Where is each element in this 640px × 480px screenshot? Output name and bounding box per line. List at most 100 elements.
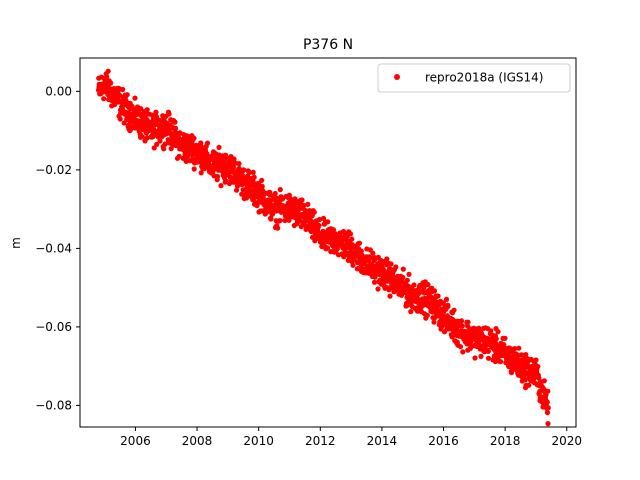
data-point <box>485 348 491 354</box>
data-point <box>400 266 406 272</box>
data-point <box>370 250 376 256</box>
data-point <box>104 74 110 80</box>
x-tick-label: 2010 <box>243 434 274 448</box>
data-point <box>250 178 256 184</box>
data-point <box>545 421 551 427</box>
data-point <box>388 261 394 267</box>
data-point <box>465 319 471 325</box>
y-tick-label: −0.08 <box>35 398 72 412</box>
data-point <box>138 106 144 112</box>
data-point <box>101 96 107 102</box>
data-point <box>272 190 278 197</box>
data-point <box>259 177 265 183</box>
data-point <box>286 217 292 223</box>
data-point <box>445 303 451 309</box>
data-point <box>168 146 174 152</box>
data-point <box>375 286 381 292</box>
y-tick-label: 0.00 <box>45 84 72 98</box>
data-point <box>404 277 410 283</box>
data-point <box>218 183 224 189</box>
data-point <box>545 388 551 394</box>
data-point <box>120 86 126 93</box>
legend-marker <box>394 74 400 80</box>
x-tick-label: 2014 <box>367 434 398 448</box>
data-point <box>347 231 354 237</box>
data-point <box>440 322 446 328</box>
data-point <box>356 240 363 246</box>
x-tick-label: 2016 <box>428 434 459 448</box>
data-point <box>431 319 437 325</box>
data-point <box>198 170 204 176</box>
data-point <box>172 119 178 125</box>
legend-label: repro2018a (IGS14) <box>425 71 543 85</box>
x-axis: 2006 2008 2010 2012 2014 2016 2018 2020 <box>120 427 582 448</box>
plot-frame <box>79 57 577 428</box>
data-point <box>250 169 256 175</box>
data-point <box>108 80 114 86</box>
data-point <box>425 282 431 288</box>
data-point <box>241 167 247 173</box>
data-point <box>325 219 331 225</box>
data-point <box>330 227 337 233</box>
data-point <box>522 377 528 383</box>
data-point <box>424 312 430 318</box>
y-tick-label: −0.04 <box>35 241 72 255</box>
data-point <box>350 262 356 268</box>
y-axis-label: m <box>9 237 23 249</box>
data-point <box>176 153 182 159</box>
data-point <box>460 349 466 355</box>
data-point <box>478 353 484 359</box>
data-point <box>305 201 311 207</box>
data-point <box>488 328 494 334</box>
data-point <box>161 146 167 152</box>
data-point <box>451 307 457 313</box>
data-point <box>300 202 307 208</box>
data-point <box>358 248 364 254</box>
data-point <box>105 68 111 74</box>
data-points <box>95 68 551 427</box>
data-point <box>411 282 417 288</box>
data-point <box>139 134 145 140</box>
data-point <box>275 225 281 231</box>
data-point <box>172 125 179 131</box>
data-point <box>191 135 197 141</box>
data-point <box>526 382 532 388</box>
data-point <box>371 279 378 285</box>
data-point <box>523 352 529 358</box>
data-point <box>216 144 222 150</box>
y-axis: 0.00 −0.02 −0.04 −0.06 −0.08 <box>35 84 80 412</box>
data-point <box>236 161 242 167</box>
data-point <box>544 410 551 416</box>
data-point <box>144 135 150 141</box>
data-point <box>153 109 159 115</box>
data-point <box>214 173 221 180</box>
data-point <box>277 187 283 193</box>
legend-box <box>377 63 571 93</box>
data-point <box>154 141 160 147</box>
data-point <box>387 293 393 299</box>
data-point <box>144 107 150 113</box>
data-point <box>435 293 441 299</box>
data-point <box>223 155 229 162</box>
data-point <box>231 156 237 162</box>
data-point <box>384 256 390 262</box>
data-point <box>485 355 492 361</box>
data-point <box>541 378 547 384</box>
x-tick-label: 2006 <box>120 434 151 448</box>
x-tick-label: 2018 <box>490 434 521 448</box>
x-tick-label: 2008 <box>182 434 213 448</box>
data-point <box>404 302 411 308</box>
data-point <box>316 216 323 223</box>
data-point <box>459 323 465 329</box>
data-point <box>116 92 123 99</box>
data-point <box>230 164 237 170</box>
data-point <box>400 274 406 281</box>
data-point <box>277 218 283 224</box>
data-point <box>495 329 501 335</box>
data-point <box>497 359 504 365</box>
data-point <box>502 335 508 341</box>
data-point <box>251 174 257 180</box>
data-point <box>332 231 338 237</box>
data-point <box>135 109 142 116</box>
x-tick-label: 2020 <box>551 434 582 448</box>
